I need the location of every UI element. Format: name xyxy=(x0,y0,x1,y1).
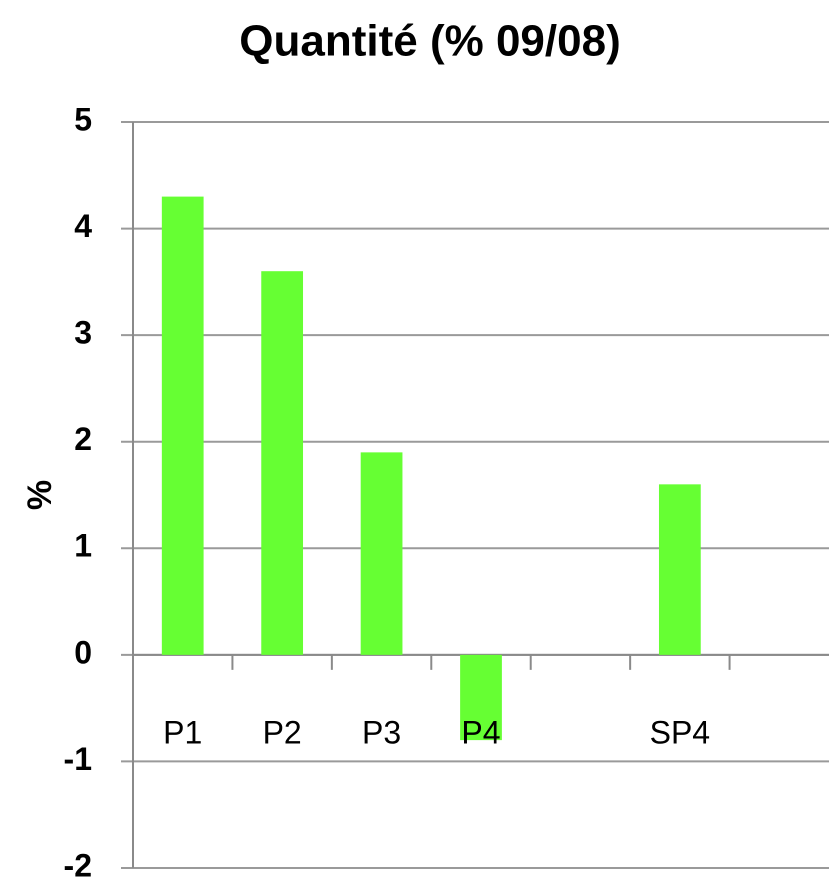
y-tick-label: 5 xyxy=(74,101,92,137)
x-tick-label: P3 xyxy=(362,714,401,750)
y-tick-label: 4 xyxy=(74,208,92,244)
x-tick-label: P1 xyxy=(163,714,202,750)
bar xyxy=(261,271,304,655)
y-tick-label: 2 xyxy=(74,421,92,457)
y-tick-label: -2 xyxy=(64,847,92,883)
x-tick-label: P4 xyxy=(461,714,500,750)
bar xyxy=(161,196,204,655)
y-axis-label: % xyxy=(21,480,59,510)
x-tick-label: P2 xyxy=(263,714,302,750)
x-tick-label: SP4 xyxy=(650,714,710,750)
y-tick-label: 0 xyxy=(74,634,92,670)
y-tick-label: 3 xyxy=(74,315,92,351)
y-tick-label: 1 xyxy=(74,528,92,564)
bar xyxy=(658,484,701,655)
bar xyxy=(360,452,403,655)
y-tick-label: -1 xyxy=(64,741,92,777)
bar xyxy=(460,654,502,741)
chart-title: Quantité (% 09/08) xyxy=(239,17,620,66)
